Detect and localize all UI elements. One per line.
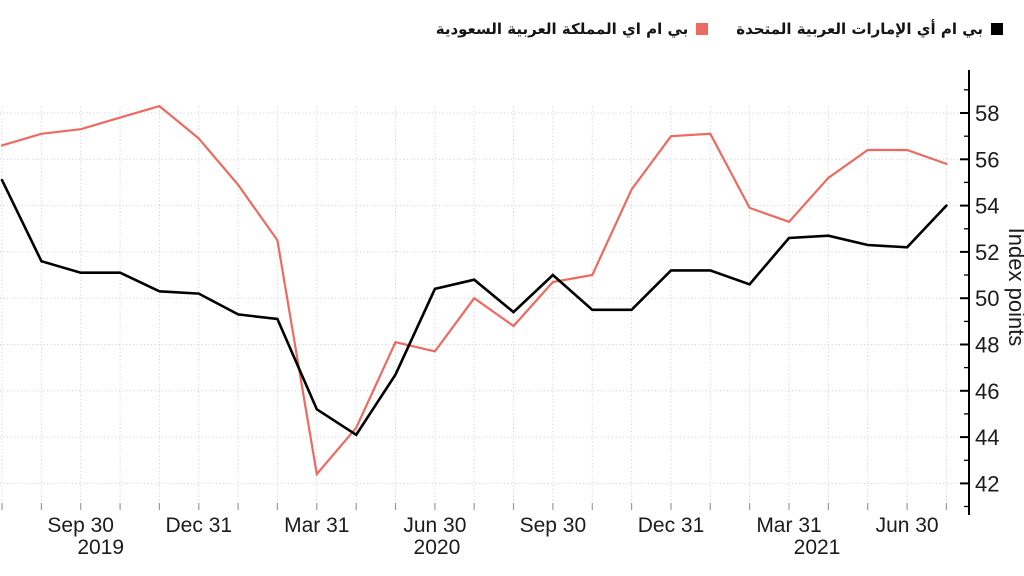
y-axis-tick-label: 58 [975,101,999,126]
x-axis-tick-label: Mar 31 [756,514,821,537]
x-axis-tick-label: Dec 31 [166,514,233,537]
uae-series-swatch-icon [991,23,1003,35]
x-axis-tick-label: Jun 30 [403,514,466,537]
saudi-series-swatch-icon [696,23,709,35]
y-axis-tick-label: 44 [975,425,999,450]
series-line-saudi [0,104,948,477]
x-axis-tick-label: Sep 30 [47,514,114,537]
x-axis-year-label: 2020 [414,536,461,559]
y-axis-tick-label: 42 [975,471,999,496]
y-axis-tick-label: 56 [975,147,999,172]
y-axis-tick-label: 50 [975,286,999,311]
legend-label-saudi: بي ام اي المملكة العربية السعودية [435,20,689,38]
x-axis-tick-label: Jun 30 [876,514,939,537]
y-axis-tick-label: 52 [975,240,999,265]
y-axis-tick-label: 46 [975,379,999,404]
legend-item-uae: بي ام أي الإمارات العربية المتحدة [736,17,1003,41]
x-axis-tick-label: Dec 31 [638,514,705,537]
legend-label-uae: بي ام أي الإمارات العربية المتحدة [736,20,983,38]
legend: بي ام أي الإمارات العربية المتحدة بي ام … [436,17,1003,41]
legend-item-saudi: بي ام اي المملكة العربية السعودية [436,17,709,41]
x-axis-tick-label: Mar 31 [284,514,349,537]
y-axis-tick-label: 48 [975,333,999,358]
x-axis-year-label: 2019 [77,536,124,559]
y-axis-title: Index points [1004,228,1024,347]
x-axis-tick-label: Sep 30 [520,514,587,537]
y-axis-tick-label: 54 [975,194,999,219]
series-line-uae [0,178,948,437]
x-axis-year-label: 2021 [794,536,841,559]
